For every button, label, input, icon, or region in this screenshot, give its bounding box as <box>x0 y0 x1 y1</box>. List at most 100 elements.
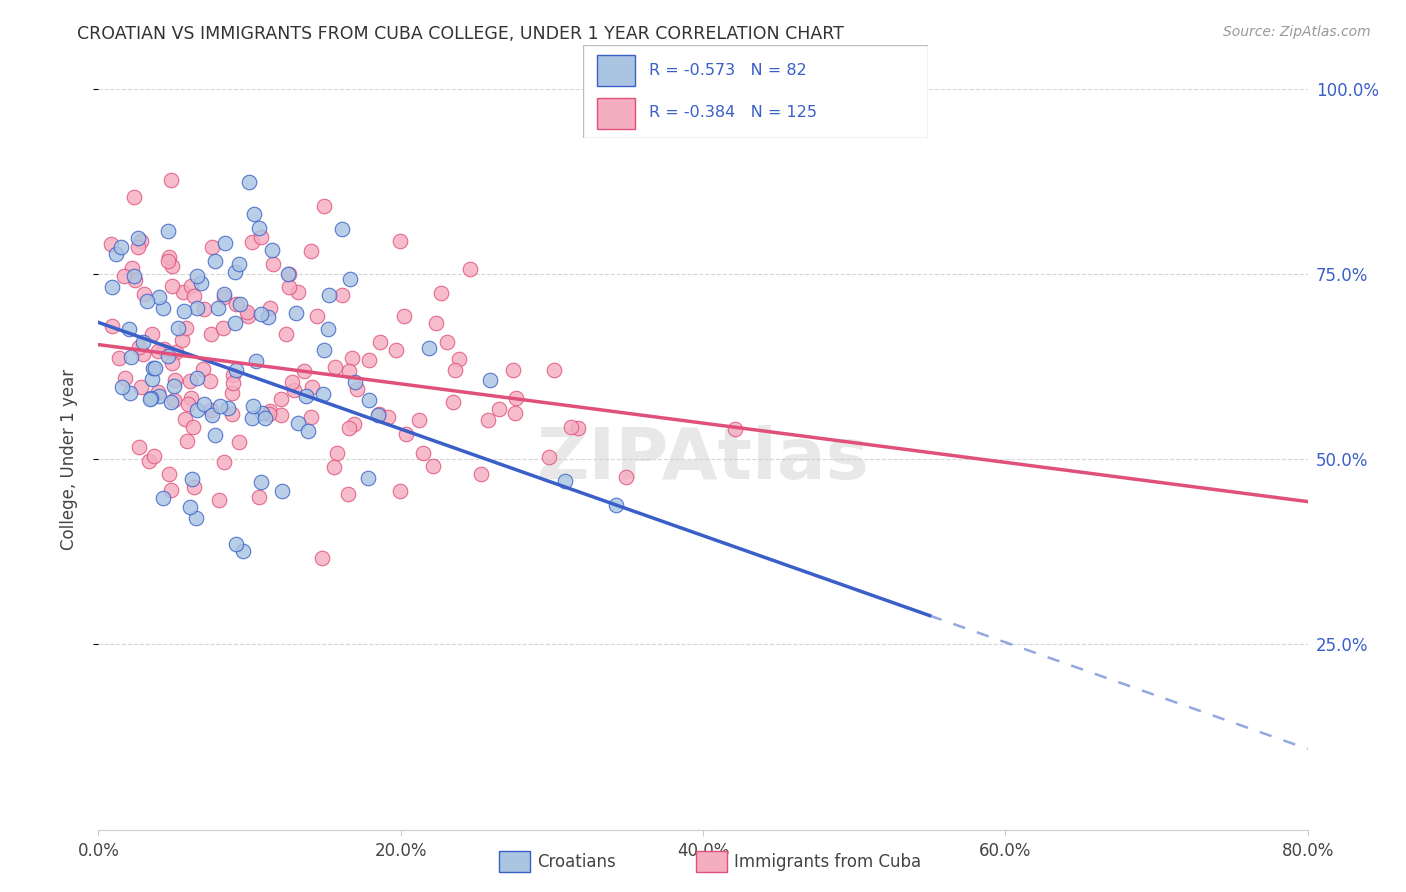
Point <box>122 269 145 284</box>
Point <box>478 373 501 387</box>
Point <box>146 384 169 399</box>
Point <box>225 363 247 377</box>
Point <box>337 421 360 435</box>
Point <box>131 235 153 249</box>
Point <box>198 375 221 389</box>
Point <box>301 380 323 394</box>
Point <box>225 297 247 311</box>
Point <box>204 254 226 268</box>
Point <box>208 399 231 413</box>
Point <box>292 364 315 378</box>
Point <box>357 353 380 368</box>
Point <box>240 235 263 250</box>
Text: Source: ZipAtlas.com: Source: ZipAtlas.com <box>1223 25 1371 39</box>
Point <box>429 285 451 300</box>
Point <box>297 424 319 438</box>
Point <box>139 391 162 405</box>
Point <box>118 386 141 401</box>
Point <box>165 344 187 359</box>
Point <box>367 407 389 421</box>
Point <box>458 262 481 277</box>
Point <box>470 467 492 482</box>
Point <box>186 301 208 315</box>
Point <box>121 260 143 275</box>
Point <box>285 306 308 320</box>
Point <box>253 411 276 425</box>
Point <box>157 467 180 481</box>
Point <box>143 361 166 376</box>
Point <box>312 199 335 213</box>
Point <box>270 409 292 423</box>
FancyBboxPatch shape <box>583 45 928 138</box>
Point <box>260 243 283 257</box>
Point <box>132 347 155 361</box>
Point <box>214 236 236 251</box>
Point <box>256 310 278 324</box>
Point <box>136 293 159 308</box>
Point <box>245 353 267 368</box>
Point <box>339 272 361 286</box>
Point <box>179 375 201 389</box>
Text: ZIPAtlas: ZIPAtlas <box>537 425 869 494</box>
Point <box>176 434 198 448</box>
Point <box>173 412 195 426</box>
Point <box>191 362 214 376</box>
Point <box>278 268 301 282</box>
Point <box>129 380 152 394</box>
Point <box>543 362 565 376</box>
Point <box>157 224 180 238</box>
Point <box>388 483 411 498</box>
Point <box>295 389 318 403</box>
Point <box>249 475 271 489</box>
Point <box>221 386 243 401</box>
Point <box>477 413 499 427</box>
Point <box>124 273 146 287</box>
Point <box>287 416 309 430</box>
Point <box>167 321 190 335</box>
Point <box>224 316 246 330</box>
Point <box>160 483 183 497</box>
Point <box>336 487 359 501</box>
Point <box>128 440 150 454</box>
Point <box>250 307 273 321</box>
Point <box>173 303 195 318</box>
Point <box>242 399 264 413</box>
Point <box>163 379 186 393</box>
Point <box>488 401 510 416</box>
Point <box>101 319 124 334</box>
Point <box>342 351 364 365</box>
Point <box>193 397 215 411</box>
Point <box>212 290 235 304</box>
Point <box>359 393 381 408</box>
Point <box>330 288 353 302</box>
Point <box>287 285 309 299</box>
Point <box>157 349 180 363</box>
Point <box>281 375 304 389</box>
Point <box>100 237 122 252</box>
Point <box>330 221 353 235</box>
Point <box>114 371 136 385</box>
Point <box>190 277 212 291</box>
Point <box>148 389 170 403</box>
Point <box>614 469 637 483</box>
Point <box>201 240 224 254</box>
Point <box>236 304 259 318</box>
Text: Immigrants from Cuba: Immigrants from Cuba <box>734 853 921 871</box>
Point <box>114 268 136 283</box>
Point <box>247 221 270 235</box>
Point <box>212 321 235 335</box>
Text: CROATIAN VS IMMIGRANTS FROM CUBA COLLEGE, UNDER 1 YEAR CORRELATION CHART: CROATIAN VS IMMIGRANTS FROM CUBA COLLEGE… <box>77 25 844 43</box>
Point <box>443 363 465 377</box>
Point <box>412 445 434 459</box>
Point <box>503 406 526 420</box>
Point <box>165 373 187 387</box>
Point <box>142 449 165 463</box>
Point <box>250 230 273 244</box>
Point <box>186 370 208 384</box>
FancyBboxPatch shape <box>598 55 636 86</box>
Point <box>408 413 430 427</box>
Point <box>179 500 201 514</box>
Point <box>605 498 627 512</box>
Point <box>177 397 200 411</box>
Point <box>132 335 155 350</box>
